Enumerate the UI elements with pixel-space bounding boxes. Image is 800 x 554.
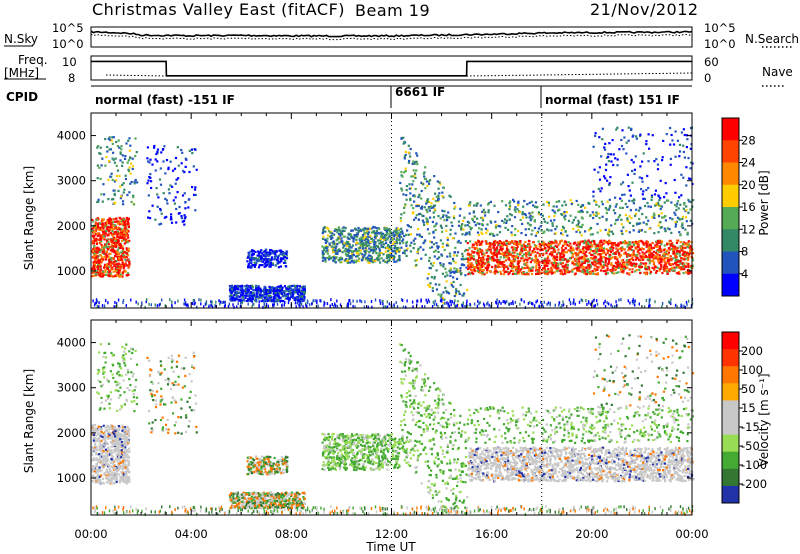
xtick-label: 20:00 (575, 527, 608, 541)
velocity-colorbar-swatch (722, 434, 739, 453)
power-colorbar-label: Power [dB] (757, 170, 771, 235)
cpid-segment-1: normal (fast) -151 IF (95, 93, 235, 107)
nave-line (106, 72, 693, 77)
noise-right-label: N.Search (745, 32, 799, 46)
power-colorbar-tick: 28 (741, 133, 756, 147)
velocity-colorbar-tick: 50 (741, 382, 756, 396)
power-xticks (90, 113, 693, 308)
power-panel: Slant Range [km] 1000 2000 3000 4000 28 24 20… (22, 112, 771, 309)
power-colorbar-swatch (722, 184, 739, 208)
noise-panel: N.Sky 10^5 10^0 10^5 10^0 N.Search (4, 21, 799, 51)
beam-label: Beam 19 (355, 1, 430, 20)
freq-label-2: [MHz] (4, 66, 39, 80)
noise-left-tick-top: 10^5 (52, 21, 84, 35)
power-colorbar-tick: 24 (741, 156, 756, 170)
velocity-colorbar-swatch (722, 485, 739, 504)
xtick-label: 00:00 (675, 527, 708, 541)
velocity-colorbar-tick: -100 (741, 458, 767, 472)
velocity-colorbar-swatch (722, 366, 739, 384)
velocity-colorbar-swatch (722, 332, 739, 350)
ytick-1000: 1000 (57, 471, 86, 485)
ytick-4000: 4000 (57, 336, 86, 350)
velocity-colorbar-swatch (722, 417, 739, 436)
xtick-label: 16:00 (475, 527, 508, 541)
freq-line (91, 60, 692, 77)
velocity-colorbar-tick: 200 (741, 344, 763, 358)
noise-left-tick-bottom: 10^0 (52, 37, 84, 51)
power-colorbar-swatch (722, 162, 739, 186)
chart-title: Christmas Valley East (fitACF) (92, 0, 345, 19)
noise-sky-line (90, 30, 693, 38)
velocity-data (91, 334, 695, 516)
freq-label-1: Freq. (18, 53, 48, 67)
velocity-colorbar-label: Velocity [m s⁻¹] (757, 373, 771, 466)
noise-right-tick-bottom: 10^0 (704, 37, 736, 51)
velocity-colorbar-swatch (722, 349, 739, 367)
power-yticks: 1000 2000 3000 4000 (57, 129, 692, 278)
ytick-3000: 3000 (57, 381, 86, 395)
ytick-2000: 2000 (57, 426, 86, 440)
velocity-colorbar-tick: -15 (741, 420, 760, 434)
velocity-colorbar-tick: -200 (741, 477, 767, 491)
date-label: 21/Nov/2012 (590, 0, 699, 19)
noise-left-label: N.Sky (4, 32, 38, 46)
freq-left-tick-top: 10 (62, 55, 77, 69)
power-colorbar-swatch (722, 229, 739, 252)
xtick-label: 12:00 (375, 527, 408, 541)
power-colorbar-tick: 16 (741, 200, 756, 214)
noise-right-tick-top: 10^5 (704, 21, 736, 35)
power-colorbar-swatch (722, 140, 739, 163)
velocity-colorbar-swatch (722, 451, 739, 470)
velocity-colorbar-tick: 15 (741, 401, 756, 415)
freq-right-tick-bottom: 0 (704, 71, 711, 85)
freq-panel: Freq. [MHz] 10 8 60 0 Nave (4, 53, 793, 87)
velocity-colorbar-tick: 100 (741, 363, 763, 377)
power-colorbar-tick: 4 (741, 267, 748, 281)
velocity-colorbar-swatch (722, 468, 739, 487)
velocity-ylabel: Slant Range [km] (22, 369, 36, 473)
freq-left-tick-bottom: 8 (68, 71, 75, 85)
x-axis-label: Time UT (365, 540, 416, 554)
power-data (91, 126, 695, 309)
velocity-yticks: 1000 2000 3000 4000 (57, 336, 692, 485)
cpid-segment-2: 6661 IF (395, 85, 445, 99)
velocity-colorbar: 200 100 50 15 -15 -50 -100 -200 (721, 331, 767, 504)
xtick-label: 00:00 (74, 527, 107, 541)
power-colorbar-swatch (722, 273, 739, 297)
velocity-colorbar-swatch (722, 383, 739, 401)
velocity-xticks (90, 320, 693, 515)
power-colorbar-swatch (722, 207, 739, 230)
ytick-4000: 4000 (57, 129, 86, 143)
xtick-label: 04:00 (175, 527, 208, 541)
x-axis-tick-labels: 00:00 04:00 08:00 12:00 16:00 20:00 00:00 (74, 527, 708, 541)
power-colorbar-tick: 20 (741, 178, 756, 192)
ytick-1000: 1000 (57, 264, 86, 278)
cpid-label: CPID (6, 90, 38, 104)
power-ylabel: Slant Range [km] (22, 166, 36, 270)
velocity-colorbar-swatch (722, 400, 739, 418)
power-colorbar-swatch (722, 118, 739, 141)
cpid-segment-3: normal (fast) 151 IF (545, 93, 680, 107)
xtick-label: 08:00 (275, 527, 308, 541)
noise-search-line (90, 33, 693, 41)
power-colorbar-swatch (722, 251, 739, 275)
velocity-panel: Slant Range [km] 1000 2000 3000 4000 200 100… (22, 319, 771, 516)
ytick-2000: 2000 (57, 219, 86, 233)
ytick-3000: 3000 (57, 174, 86, 188)
power-colorbar-tick: 8 (741, 245, 748, 259)
velocity-colorbar-tick: -50 (741, 439, 760, 453)
freq-right-tick-top: 60 (704, 55, 719, 69)
nave-label: Nave (762, 65, 793, 79)
power-colorbar-tick: 12 (741, 222, 756, 236)
power-colorbar: 28 24 20 16 12 8 4 (721, 117, 756, 297)
cpid-row: CPID normal (fast) -151 IF 6661 IF norma… (6, 85, 692, 108)
